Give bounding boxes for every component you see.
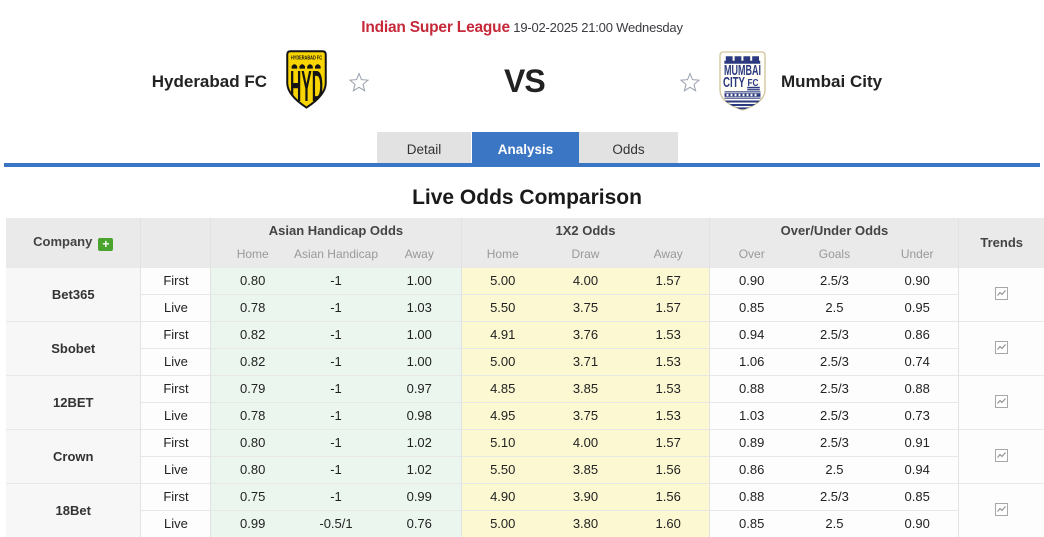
svg-text:MUMBAI: MUMBAI [724,62,761,79]
svg-text:HYDERABAD FC: HYDERABAD FC [291,56,322,62]
svg-text:CITY: CITY [723,74,745,91]
svg-text:FC: FC [748,78,759,89]
svg-text:HYD: HYD [290,62,323,109]
